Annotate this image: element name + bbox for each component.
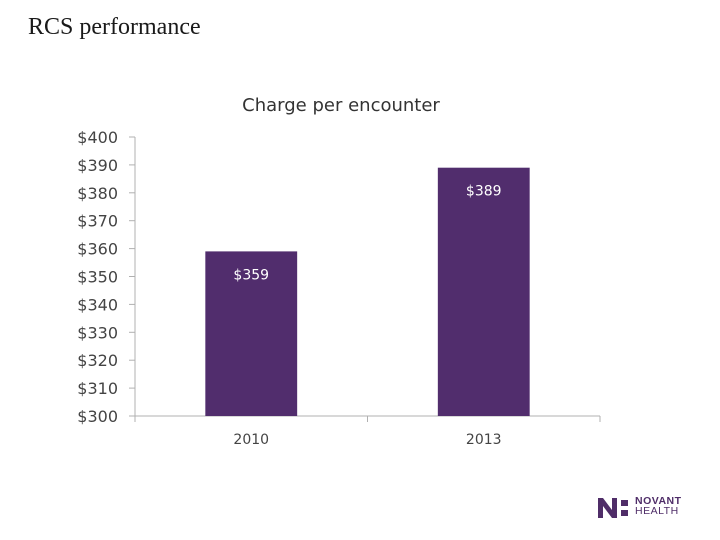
data-label-2010: $359 (233, 267, 269, 283)
y-tick-label: $390 (77, 156, 118, 175)
logo-line-1: NOVANT (635, 495, 682, 507)
data-label-2013: $389 (466, 184, 502, 200)
bar-2010 (205, 251, 298, 416)
y-tick-label: $340 (77, 295, 118, 314)
y-tick-label: $320 (77, 351, 118, 370)
y-axis: $400 $390 $380 $370 $360 $350 $340 $330 $320 $310… (77, 128, 136, 426)
bar-2013 (437, 167, 530, 416)
novant-health-logo-icon (598, 498, 628, 518)
chart-title: Charge per encounter (242, 95, 440, 116)
y-tick-label: $330 (77, 323, 118, 342)
x-tick-label-2010: 2010 (233, 432, 269, 448)
slide-title: RCS performance (28, 14, 201, 40)
y-tick-label: $400 (77, 128, 118, 147)
x-axis: 2010 2013 (134, 415, 601, 448)
y-tick-label: $380 (77, 184, 118, 203)
y-tick-label: $370 (77, 212, 118, 231)
y-tick-label: $300 (77, 407, 118, 426)
y-tick-label: $360 (77, 240, 118, 259)
y-tick-label: $310 (77, 379, 118, 398)
bar-series: $359 $389 (205, 167, 530, 416)
logo-wordmark: NOVANT HEALTH (635, 495, 682, 517)
logo-line-2: HEALTH (635, 505, 679, 517)
x-tick-label-2013: 2013 (466, 432, 502, 448)
y-tick-label: $350 (77, 268, 118, 287)
